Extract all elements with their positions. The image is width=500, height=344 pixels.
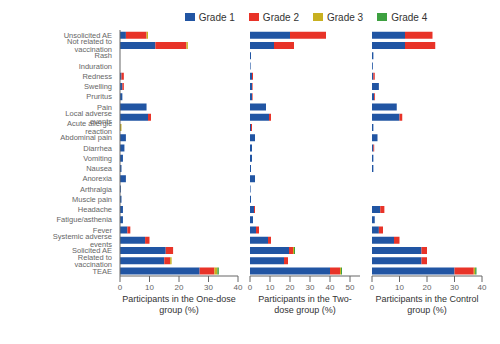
svg-text:50: 50	[346, 283, 355, 292]
svg-text:Pruritus: Pruritus	[86, 92, 112, 101]
svg-text:10: 10	[266, 283, 275, 292]
svg-text:Abdominal pain: Abdominal pain	[60, 133, 112, 142]
svg-text:Muscle pain: Muscle pain	[72, 195, 112, 204]
svg-text:Fatigue/asthenia: Fatigue/asthenia	[57, 215, 113, 224]
svg-text:Arthralgia: Arthralgia	[80, 185, 113, 194]
svg-text:Nausea: Nausea	[86, 164, 113, 173]
svg-text:30: 30	[450, 283, 459, 292]
svg-text:0: 0	[118, 283, 123, 292]
svg-text:0: 0	[248, 283, 253, 292]
svg-text:Headache: Headache	[78, 205, 112, 214]
svg-text:20: 20	[175, 283, 184, 292]
svg-text:40: 40	[478, 283, 487, 292]
svg-text:Vomiting: Vomiting	[83, 154, 112, 163]
svg-text:40: 40	[326, 283, 335, 292]
svg-text:Redness: Redness	[82, 72, 112, 81]
svg-text:0: 0	[370, 283, 375, 292]
svg-text:10: 10	[145, 283, 154, 292]
svg-text:20: 20	[286, 283, 295, 292]
svg-text:30: 30	[204, 283, 213, 292]
svg-text:Anorexia: Anorexia	[82, 174, 112, 183]
svg-text:TEAE: TEAE	[92, 267, 112, 276]
svg-text:30: 30	[306, 283, 315, 292]
svg-text:Swelling: Swelling	[84, 82, 112, 91]
svg-text:Rash: Rash	[94, 51, 112, 60]
svg-text:Induration: Induration	[79, 62, 112, 71]
svg-text:20: 20	[423, 283, 432, 292]
svg-text:40: 40	[234, 283, 243, 292]
svg-text:Diarrhea: Diarrhea	[83, 144, 113, 153]
svg-text:10: 10	[395, 283, 404, 292]
